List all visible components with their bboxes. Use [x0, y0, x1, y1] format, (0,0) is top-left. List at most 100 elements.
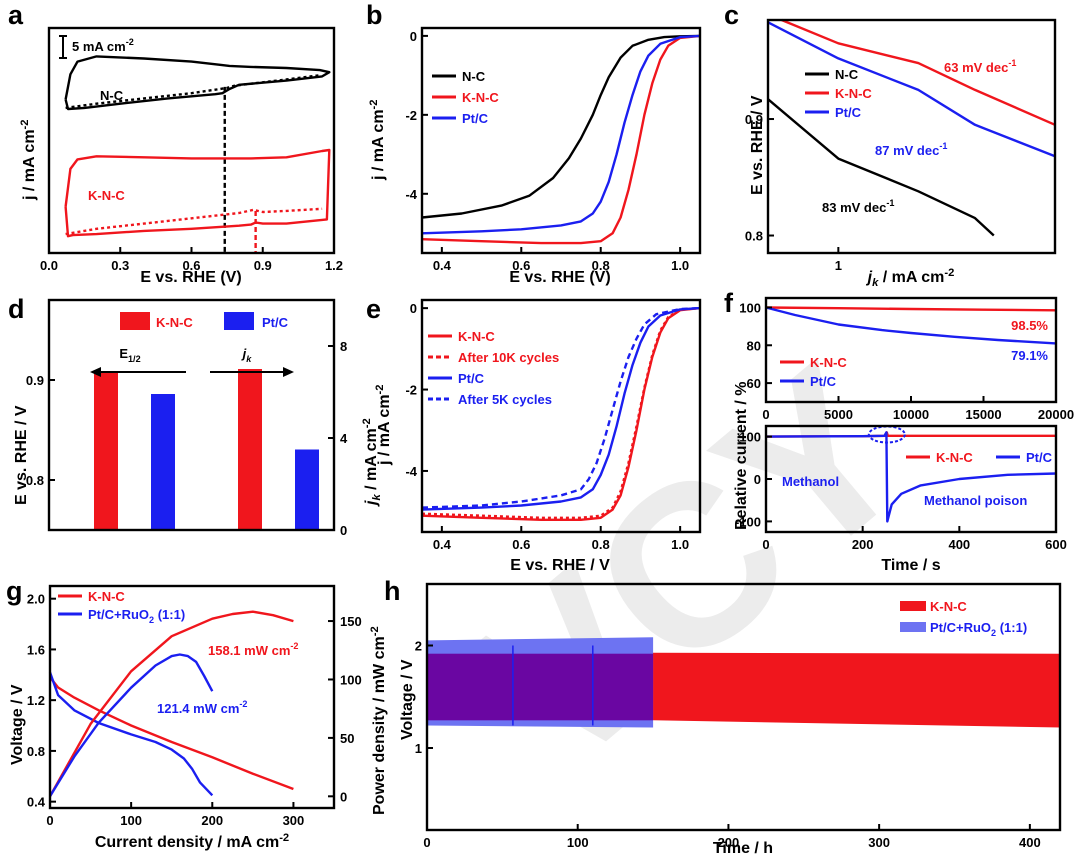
- panel-h-x-tick-label: 300: [868, 835, 890, 850]
- panel-b-legend-1-label: K-N-C: [462, 90, 499, 105]
- panel-b-y-tick-label: -4: [405, 187, 417, 202]
- panel-g-y-right-tick-label: 100: [340, 672, 362, 687]
- panel-h-ylabel: Voltage / V: [399, 659, 416, 740]
- panel-f-bottom-annotation-poison: Methanol poison: [924, 493, 1027, 508]
- panel-a-label: a: [8, 0, 24, 30]
- panel-a-annotation-knc: K-N-C: [88, 188, 125, 203]
- panel-a-series-0: [64, 55, 331, 111]
- panel-f-top-x-tick-label: 5000: [824, 407, 853, 422]
- panel-a-series-3: [65, 207, 323, 236]
- panel-a-x-tick-label: 0.0: [40, 258, 58, 273]
- panel-e-label: e: [366, 294, 381, 324]
- panel-d-group-label-1: jk​: [241, 346, 253, 364]
- panel-e-x-tick-label: 0.8: [592, 537, 610, 552]
- panel-g-y-tick-label: 0.8: [27, 744, 45, 759]
- panel-h-legend-0-label: K-N-C: [930, 599, 967, 614]
- panel-c-ylabel: E vs. RHE / V: [749, 95, 766, 195]
- panel-g-label: g: [6, 576, 23, 606]
- panel-d-legend-0-label: K-N-C: [156, 315, 193, 330]
- panel-f-bottom-x-tick-label: 600: [1045, 537, 1067, 552]
- panel-b-series-0: [421, 34, 701, 219]
- panel-b-series-2: [421, 34, 701, 235]
- panel-d-bar-knc-jk: [238, 369, 262, 530]
- panel-f-bottom-x-tick-label: 0: [762, 537, 769, 552]
- panel-e-legend-1-label: After 10K cycles: [458, 350, 559, 365]
- panel-c-annotation-2: 83 mV dec-1​: [822, 198, 894, 215]
- panel-c-y-tick-label: 0.8: [745, 229, 763, 244]
- panel-b-legend-2-label: Pt/C: [462, 111, 489, 126]
- panel-d-y-tick-label: 0.9: [26, 373, 44, 388]
- panel-b-label: b: [366, 0, 383, 30]
- panel-g-series-1: [48, 671, 214, 797]
- panel-c-label: c: [724, 0, 739, 30]
- panel-h-legend-1-label: Pt/C+RuO2​ (1:1): [930, 620, 1027, 638]
- panel-e-legend-3-label: After 5K cycles: [458, 392, 552, 407]
- panel-g-x-tick-label: 200: [201, 813, 223, 828]
- panel-f-top-x-tick-label: 10000: [893, 407, 929, 422]
- panel-d-ylabel: E vs. RHE / V: [13, 405, 30, 505]
- panel-f-bottom-y-tick-label: 0: [754, 472, 761, 487]
- panel-c-series-1: [781, 18, 1056, 126]
- panel-f-top-x-tick-label: 0: [762, 407, 769, 422]
- panel-e-series-1: [421, 306, 701, 519]
- panel-c-annotation-0: 63 mV dec-1​: [944, 58, 1016, 75]
- panel-h-x-tick-label: 200: [718, 835, 740, 850]
- panel-c-legend-0-label: N-C: [835, 67, 859, 82]
- panel-f-bottom-x-tick-label: 400: [948, 537, 970, 552]
- panel-d-group-label-0: E1/2​: [119, 346, 140, 364]
- panel-f-top-y-tick-label: 60: [747, 376, 761, 391]
- panel-c-annotation-1: 87 mV dec-1​: [875, 141, 947, 158]
- panel-f-bottom-xlabel: Time / s: [881, 557, 940, 574]
- panel-a-x-tick-label: 0.6: [182, 258, 200, 273]
- panel-b-x-tick-label: 0.8: [592, 258, 610, 273]
- panel-e-xlabel: E vs. RHE / V: [510, 557, 610, 574]
- panel-a-x-tick-label: 0.9: [254, 258, 272, 273]
- panel-f-top-legend-1-label: Pt/C: [810, 374, 837, 389]
- panel-d-bar-knc-ehalf: [94, 371, 118, 530]
- panel-f-top-annotation-0: 98.5%: [1011, 318, 1048, 333]
- panel-g-x-tick-label: 100: [120, 813, 142, 828]
- panel-e-x-tick-label: 0.4: [433, 537, 452, 552]
- panel-e-legend-0-label: K-N-C: [458, 329, 495, 344]
- panel-f-top-series-1: [765, 306, 1057, 345]
- panel-f-label: f: [724, 288, 734, 318]
- panel-g-annotation-0: 158.1 mW cm-2​: [208, 641, 298, 658]
- panel-g-y-right-tick-label: 150: [340, 614, 362, 629]
- panel-a-x-tick-label: 0.3: [111, 258, 129, 273]
- panel-e-legend-2-label: Pt/C: [458, 371, 485, 386]
- panel-a-ylabel: j / mA cm-2​: [19, 120, 38, 202]
- panel-b-x-tick-label: 0.6: [512, 258, 530, 273]
- panel-c-y-tick-label: 0.9: [745, 112, 763, 127]
- panel-g-legend-1-label: Pt/C+RuO2​ (1:1): [88, 607, 185, 625]
- panel-f-bottom-legend-1-label: Pt/C: [1026, 450, 1053, 465]
- panel-h-x-tick-label: 0: [423, 835, 430, 850]
- panel-h-y-tick-label: 2: [415, 639, 422, 654]
- panel-d-y-tick-label: 0.8: [26, 473, 44, 488]
- panel-h-x-tick-label: 100: [567, 835, 589, 850]
- panel-d-y-right-tick-label: 8: [340, 339, 347, 354]
- panel-a-annotation-nc: N-C: [100, 88, 124, 103]
- panel-b-legend-0-label: N-C: [462, 69, 486, 84]
- panel-f-bottom-y-tick-label: 100: [739, 430, 761, 445]
- panel-h-y-tick-label: 1: [415, 741, 422, 756]
- panel-f-ylabel: Relative current / %: [733, 382, 750, 531]
- panel-e-ylabel: j / mA cm-2​: [374, 385, 393, 467]
- panel-g-y-tick-label: 1.2: [27, 693, 45, 708]
- panel-f-top-y-tick-label: 80: [747, 338, 761, 353]
- panel-f-top-series-0: [765, 306, 1057, 312]
- panel-a-x-tick-label: 1.2: [325, 258, 343, 273]
- panel-g-y-tick-label: 1.6: [27, 642, 45, 657]
- panel-d-arrowhead-left: [90, 367, 101, 377]
- panel-e-series-2: [421, 306, 701, 511]
- panel-g-x-tick-label: 0: [46, 813, 53, 828]
- panel-h-band-overlap: [427, 653, 654, 721]
- panel-b-ylabel: j / mA cm-2​: [368, 100, 387, 182]
- panel-e-series-3: [421, 306, 701, 509]
- panel-d-frame: [47, 298, 336, 532]
- panel-g-series-3: [48, 653, 214, 797]
- panel-g-legend-0-label: K-N-C: [88, 589, 125, 604]
- panel-f-top-legend-0-label: K-N-C: [810, 355, 847, 370]
- panel-g-series-2: [48, 610, 294, 797]
- panel-c-legend-2-label: Pt/C: [835, 105, 862, 120]
